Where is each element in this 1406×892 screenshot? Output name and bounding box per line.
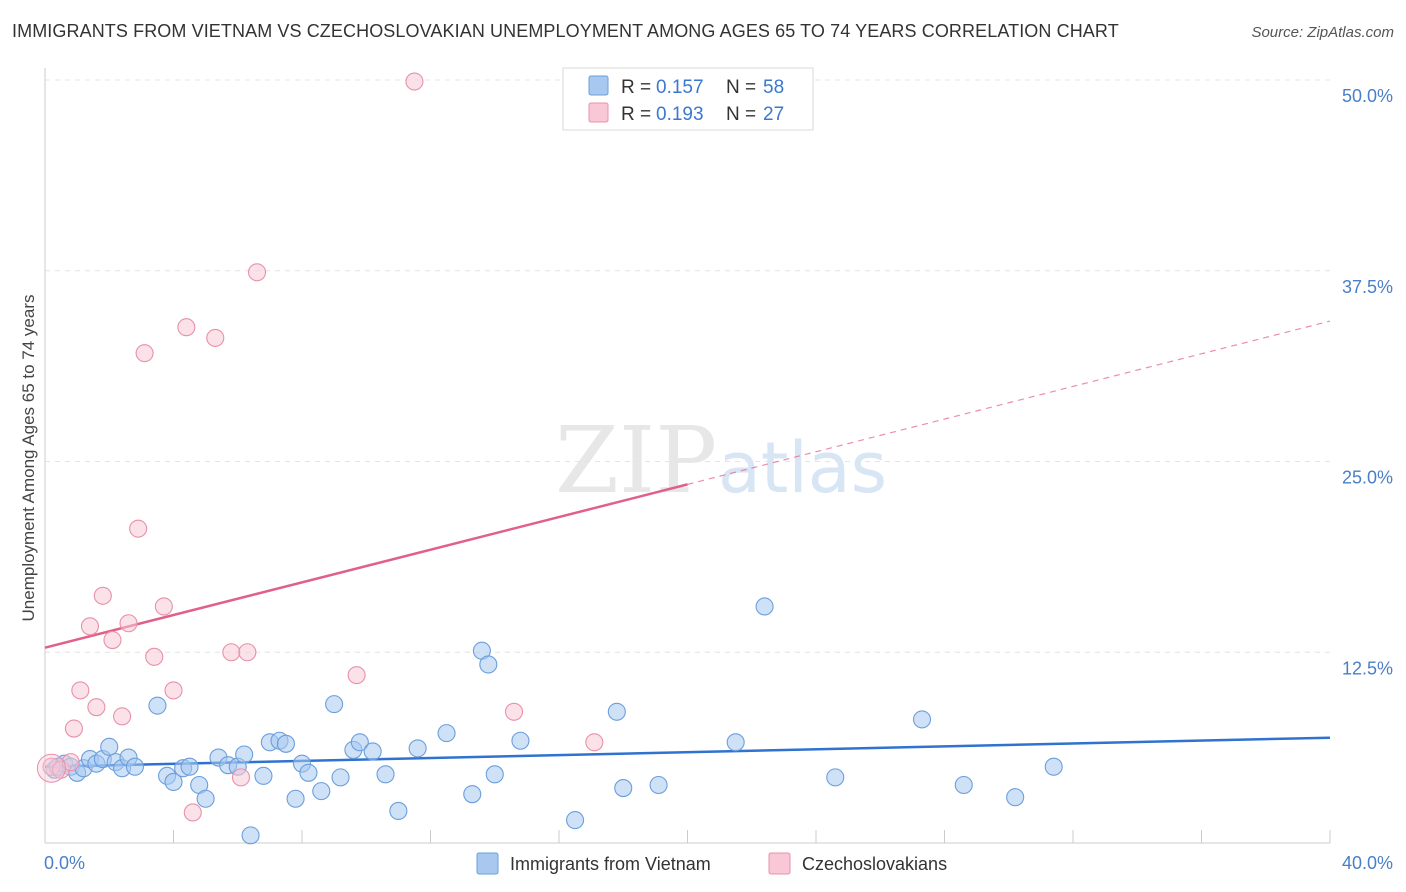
czech-point — [103, 630, 122, 650]
czech-point — [129, 519, 148, 538]
legend-r-value-pink: 0.193 — [656, 104, 704, 125]
vietnam-point — [276, 734, 295, 753]
vietnam-point — [312, 782, 331, 801]
bottom-legend-swatch-czech — [768, 852, 791, 875]
y-tick-label: 25.0% — [1342, 468, 1393, 488]
czech-point — [80, 617, 100, 636]
legend-swatch-pink — [588, 102, 609, 123]
vietnam-point — [607, 702, 626, 721]
vietnam-point — [125, 757, 144, 776]
vietnam-point — [389, 801, 408, 821]
vietnam-point — [755, 597, 774, 616]
czech-point — [145, 647, 164, 666]
czech-point — [119, 614, 138, 633]
legend-n-label: N = — [726, 104, 756, 125]
vietnam-point — [331, 768, 350, 787]
czech-point — [222, 643, 241, 662]
source-label: Source: ZipAtlas.com — [1251, 24, 1394, 41]
czech-point — [164, 681, 183, 700]
vietnam-point — [254, 766, 273, 785]
vietnam-point — [241, 826, 260, 845]
legend-swatch-blue — [588, 75, 609, 96]
legend-r-value-blue: 0.157 — [656, 77, 704, 98]
legend-r-label: R = — [621, 77, 651, 98]
czech-point — [113, 707, 132, 726]
y-tick-label: 50.0% — [1342, 86, 1393, 106]
vietnam-point — [376, 765, 395, 784]
trend-line-extension — [687, 320, 1331, 485]
vietnam-point — [437, 724, 456, 743]
vietnam-point — [826, 768, 845, 787]
vietnam-point — [148, 696, 167, 715]
bottom-legend-swatch-vietnam — [476, 852, 499, 875]
czech-point — [71, 681, 90, 700]
vietnam-point — [350, 733, 369, 752]
vietnam-point — [325, 695, 344, 714]
czech-point — [154, 597, 173, 616]
czech-point — [64, 719, 83, 738]
vietnam-point — [485, 765, 504, 784]
czech-point — [206, 328, 225, 347]
legend-n-label: N = — [726, 77, 756, 98]
czech-point — [247, 263, 267, 282]
vietnam-point — [479, 655, 498, 674]
vietnam-point — [511, 731, 530, 750]
x-ticks — [44, 830, 1331, 843]
series-legend: Immigrants from Vietnam Czechoslovakians — [476, 852, 947, 875]
czech-point — [405, 72, 424, 91]
bottom-legend-label-vietnam: Immigrants from Vietnam — [510, 854, 711, 874]
czech-point — [177, 318, 196, 337]
y-tick-labels: 12.5% 25.0% 37.5% 50.0% — [1342, 86, 1393, 678]
vietnam-point — [363, 742, 382, 761]
x-tick-label: 40.0% — [1342, 853, 1393, 873]
vietnam-point — [286, 789, 305, 808]
vietnam-point — [463, 785, 482, 804]
legend-n-value-pink: 27 — [763, 104, 784, 125]
czech-point — [504, 702, 524, 721]
watermark-atlas: atlas — [718, 427, 887, 509]
vietnam-point — [180, 757, 199, 776]
vietnam-point — [299, 763, 318, 782]
vietnam-point — [1044, 757, 1063, 776]
legend-r-label: R = — [621, 104, 651, 125]
chart-title: IMMIGRANTS FROM VIETNAM VS CZECHOSLOVAKI… — [12, 21, 1119, 41]
czech-point — [231, 768, 251, 787]
czech-point — [61, 753, 80, 772]
vietnam-point — [408, 739, 427, 758]
vietnam-point — [164, 772, 183, 792]
vietnam-point — [726, 733, 745, 752]
vietnam-point — [566, 811, 585, 830]
vietnam-point — [100, 737, 119, 756]
czech-point — [183, 803, 202, 822]
y-tick-label: 12.5% — [1342, 658, 1393, 678]
czech-point — [135, 344, 154, 363]
trend-lines — [44, 320, 1331, 768]
czech-point — [93, 586, 112, 605]
vietnam-point — [1006, 788, 1025, 807]
vietnam-point — [235, 745, 254, 764]
legend-n-value-blue: 58 — [763, 77, 784, 98]
czech-point — [585, 733, 604, 752]
y-tick-label: 37.5% — [1342, 277, 1393, 297]
vietnam-point — [196, 789, 215, 808]
trend-line — [44, 483, 688, 649]
trend-line — [44, 736, 1331, 768]
czech-point — [87, 698, 106, 717]
vietnam-point — [614, 779, 633, 798]
czech-point — [238, 643, 257, 662]
vietnam-point — [912, 710, 932, 729]
correlation-legend: R = 0.157 N = 58 R = 0.193 N = 27 — [562, 67, 814, 131]
czech-point — [36, 753, 66, 783]
vietnam-point — [649, 775, 668, 795]
gridlines — [45, 79, 1330, 653]
y-axis-label: Unemployment Among Ages 65 to 74 years — [19, 295, 38, 622]
data-points — [36, 72, 1063, 845]
x-tick-labels: 0.0% 40.0% — [44, 853, 1393, 873]
czech-point — [347, 666, 366, 685]
bottom-legend-label-czech: Czechoslovakians — [802, 854, 947, 874]
x-tick-label: 0.0% — [44, 853, 85, 873]
vietnam-point — [954, 775, 973, 795]
